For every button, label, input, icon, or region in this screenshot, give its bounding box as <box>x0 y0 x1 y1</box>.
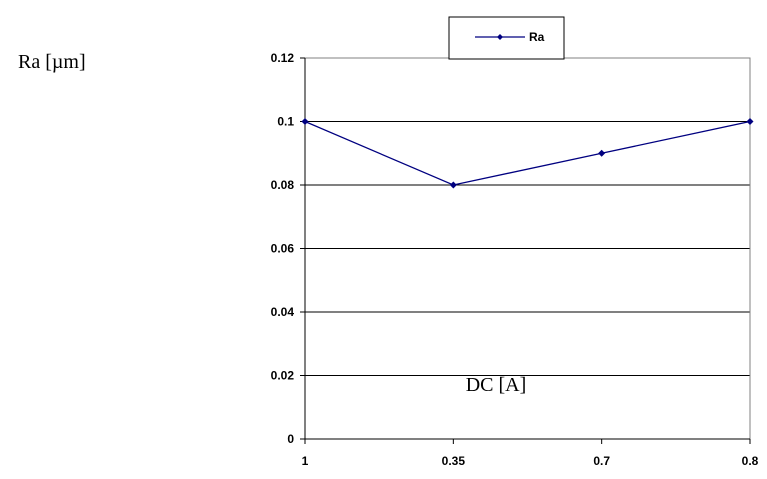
series-line-ra <box>304 120 751 186</box>
x-tick-label: 0.7 <box>593 454 610 468</box>
data-point <box>301 118 309 125</box>
y-tick-label: 0.02 <box>271 369 295 383</box>
data-point <box>598 149 606 157</box>
x-axis-title: DC [A] <box>466 374 527 396</box>
y-tick-label: 0.1 <box>277 115 294 129</box>
data-point <box>449 181 457 189</box>
series-layer <box>301 118 754 189</box>
legend: Ra <box>448 16 565 60</box>
legend-marker <box>497 34 503 40</box>
y-tick-label: 0 <box>287 432 294 446</box>
y-tick-label: 0.04 <box>271 305 295 319</box>
y-tick-label: 0.12 <box>271 51 295 65</box>
gridlines <box>305 121 750 376</box>
y-tick-label: 0.06 <box>271 242 295 256</box>
x-tick-label: 0.35 <box>442 454 466 468</box>
data-point <box>746 118 754 125</box>
y-axis-title: Ra [µm] <box>18 51 86 73</box>
y-tick-labels: 0 0.02 0.04 0.06 0.08 0.1 0.12 <box>271 51 295 446</box>
x-tick-label: 0.8 <box>742 454 759 468</box>
legend-box <box>448 16 565 60</box>
y-tick-label: 0.08 <box>271 178 295 192</box>
legend-label-ra: Ra <box>529 30 545 44</box>
x-tick-label: 1 <box>302 454 309 468</box>
y-axis <box>300 57 306 440</box>
x-tick-labels: 1 0.35 0.7 0.8 <box>302 454 759 468</box>
x-axis <box>304 438 751 444</box>
